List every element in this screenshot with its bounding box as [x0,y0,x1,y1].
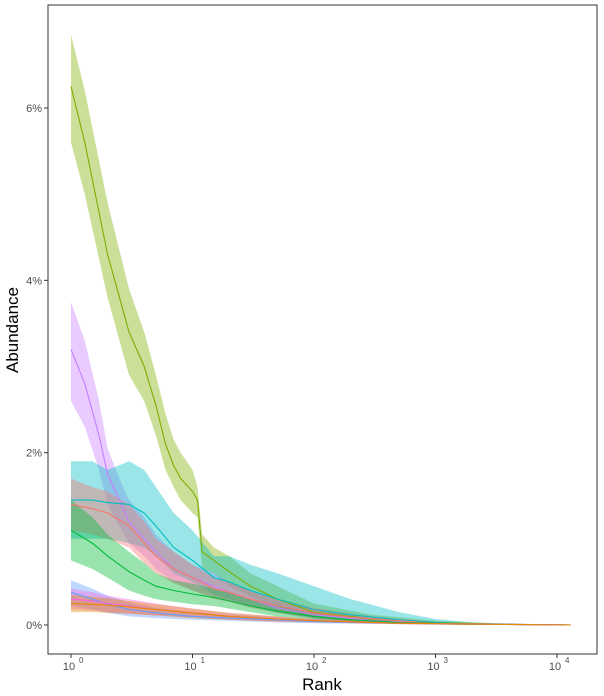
x-axis: 10 0 10 1 10 2 10 3 10 4 [63,654,570,673]
plot-panel-border [47,4,598,655]
y-tick-label: 6% [26,103,42,115]
series-3-line [71,499,571,626]
x-tick-exponent: 4 [565,656,570,665]
series-6-band [71,580,571,625]
series-5-line [70,529,571,626]
series-3-band [71,461,571,625]
y-tick-label: 4% [26,275,42,287]
x-tick-label: 10 [427,661,439,673]
x-tick-exponent: 0 [79,656,84,665]
series-5-band [71,500,571,625]
y-tick-label: 0% [26,620,42,632]
x-tick-label: 10 [63,661,75,673]
x-tick-label: 10 [549,661,561,673]
series-4-band [71,478,571,625]
y-axis: 0% 2% 4% 6% [26,103,48,632]
series-8-band [71,594,571,625]
x-tick-exponent: 1 [201,656,206,665]
series-7-band [71,588,571,625]
confidence-bands [71,34,571,626]
series-lines [70,86,571,626]
series-4-line [70,503,571,626]
x-tick-label: 10 [184,661,196,673]
x-tick-exponent: 2 [322,656,327,665]
y-axis-title: Abundance [3,287,22,373]
x-tick-label: 10 [306,661,318,673]
y-tick-label: 2% [26,448,42,460]
series-8-line [70,602,571,626]
x-axis-title: Rank [302,675,342,694]
series-1-line [70,86,571,626]
x-tick-exponent: 3 [444,656,449,665]
